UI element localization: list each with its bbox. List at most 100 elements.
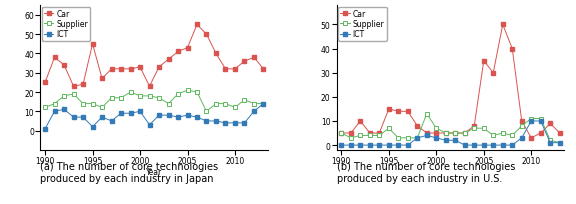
ICT [194,116,200,119]
Legend: Car, Supplier, ICT: Car, Supplier, ICT [42,8,90,41]
Car [146,85,153,88]
Car [51,57,58,59]
Supplier [490,135,497,137]
ICT [222,122,229,124]
ICT [547,142,554,144]
ICT [433,137,439,139]
ICT [414,137,420,139]
Car [184,47,191,50]
Car [442,132,449,135]
ICT [175,116,181,119]
ICT [480,144,487,147]
Supplier [222,103,229,105]
ICT [357,144,364,147]
Car [70,85,77,88]
Text: (b) The number of core technologies
produced by each industry in U.S.: (b) The number of core technologies prod… [336,162,515,183]
Car [347,132,354,135]
Supplier [251,103,257,105]
Car [357,120,364,123]
ICT [461,144,468,147]
ICT [423,135,430,137]
ICT [184,114,191,117]
Car [118,68,124,71]
ICT [89,126,96,128]
Text: (a) The number of core technologies
produced by each industry in Japan: (a) The number of core technologies prod… [40,162,218,183]
Car [461,132,468,135]
Supplier [338,132,345,135]
Car [518,120,525,123]
Line: Supplier: Supplier [43,89,265,113]
ICT [442,139,449,142]
ICT [51,111,58,113]
ICT [528,120,535,123]
Supplier [127,91,134,94]
ICT [338,144,345,147]
Car [175,51,181,53]
X-axis label: Year: Year [146,167,162,176]
Supplier [146,95,153,98]
Supplier [499,132,506,135]
Car [213,53,219,55]
Car [404,111,411,113]
Line: Car: Car [43,24,265,89]
Car [222,68,229,71]
ICT [98,116,105,119]
ICT [146,124,153,126]
Car [509,48,516,51]
ICT [41,128,48,130]
Legend: Car, Supplier, ICT: Car, Supplier, ICT [338,8,386,41]
Car [490,72,497,75]
Car [499,24,506,27]
Supplier [184,89,191,92]
ICT [203,120,210,123]
Supplier [404,137,411,139]
Car [338,132,345,135]
Supplier [51,103,58,105]
Supplier [452,132,458,135]
Supplier [347,137,354,139]
Supplier [98,107,105,109]
Supplier [461,132,468,135]
ICT [499,144,506,147]
Car [395,111,402,113]
ICT [490,144,497,147]
ICT [347,144,354,147]
Car [556,132,563,135]
ICT [118,112,124,115]
ICT [70,116,77,119]
Car [423,132,430,135]
Car [414,125,420,127]
Supplier [433,127,439,130]
Supplier [357,135,364,137]
Car [251,57,257,59]
ICT [213,120,219,123]
ICT [452,139,458,142]
Supplier [547,139,554,142]
ICT [376,144,383,147]
Car [232,68,238,71]
ICT [537,120,544,123]
ICT [509,144,516,147]
Supplier [366,135,373,137]
Supplier [480,127,487,130]
Car [547,123,554,125]
Supplier [79,103,86,105]
Supplier [556,142,563,144]
Car [60,64,67,67]
Supplier [376,135,383,137]
Car [137,66,143,69]
Line: ICT: ICT [43,102,265,131]
Supplier [442,132,449,135]
Car [89,43,96,46]
ICT [137,111,143,113]
Car [41,82,48,84]
Supplier [175,93,181,96]
Car [98,78,105,80]
Supplier [41,107,48,109]
Supplier [108,97,115,100]
Car [480,60,487,63]
ICT [471,144,478,147]
ICT [60,109,67,111]
Line: ICT: ICT [340,120,562,147]
ICT [518,137,525,139]
